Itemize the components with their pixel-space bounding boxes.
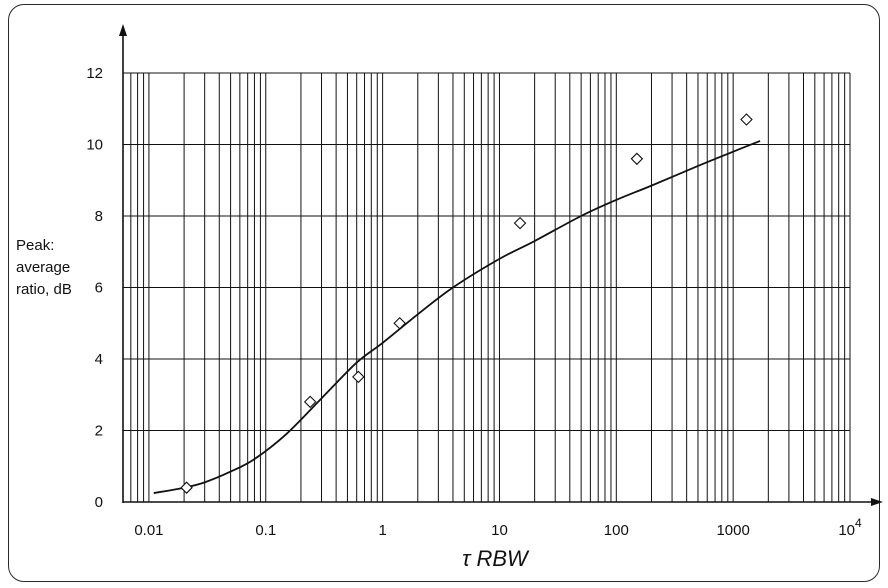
y-axis-label-line1: Peak: <box>16 237 54 254</box>
grid <box>123 72 851 502</box>
y-tick-labels: 0 2 4 6 8 10 12 <box>86 65 103 511</box>
diamond-marker <box>393 316 406 330</box>
y-tick-label: 10 <box>86 137 103 154</box>
x-tick-label: 104 <box>838 516 862 539</box>
y-tick-label: 6 <box>95 280 103 297</box>
chart-frame <box>8 4 880 582</box>
x-tick-labels: 0.01 0.1 1 10 100 1000 104 <box>134 516 862 539</box>
diamond-marker <box>352 370 365 384</box>
diamond-marker <box>180 481 193 494</box>
y-tick-label: 8 <box>95 208 103 225</box>
measured-points-series <box>180 113 753 494</box>
fit-curve-series <box>153 140 761 494</box>
x-tick-label: 0.01 <box>134 522 163 539</box>
x-tick-label: 1 <box>378 522 386 539</box>
y-tick-label: 4 <box>95 351 103 368</box>
diamond-marker <box>740 113 753 126</box>
fit-curve-line <box>153 140 761 494</box>
x-axis-label: τ RBW <box>462 546 530 571</box>
axes <box>119 24 883 506</box>
y-tick-label: 12 <box>86 65 103 82</box>
x-tick-label: 10 <box>491 522 508 539</box>
diamond-marker <box>513 216 527 230</box>
x-tick-label: 0.1 <box>255 522 276 539</box>
y-axis-label-line2: average <box>16 259 70 276</box>
x-axis-arrow <box>871 498 883 506</box>
y-axis-arrow <box>119 24 127 36</box>
x-tick-label: 100 <box>604 522 629 539</box>
x-tick-label: 1000 <box>716 522 749 539</box>
y-tick-label: 0 <box>95 494 103 511</box>
y-axis-label-line3: ratio, dB <box>16 281 72 298</box>
y-tick-label: 2 <box>95 423 103 440</box>
diamond-marker <box>303 395 317 409</box>
diamond-marker <box>630 152 644 166</box>
